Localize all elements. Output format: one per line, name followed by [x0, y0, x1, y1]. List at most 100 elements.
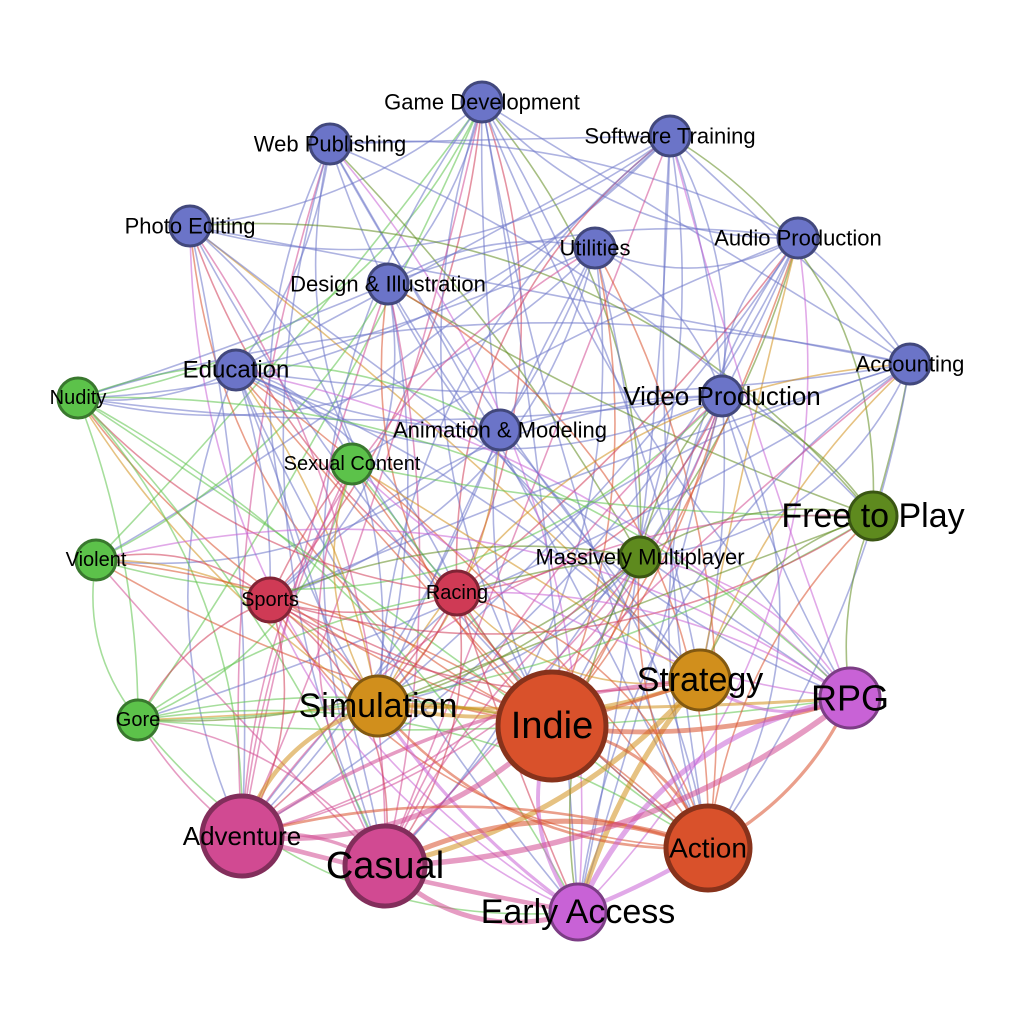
edge-gamedev-photo — [189, 101, 483, 227]
label-sexual: Sexual Content — [284, 453, 421, 475]
node-gamedev — [460, 80, 504, 124]
edge-video-nudity — [77, 395, 723, 421]
edge-nudity-gore — [77, 397, 139, 721]
edge-design-violent — [95, 283, 389, 561]
edge-nudity-early — [77, 397, 579, 913]
edge-strategy-casual — [384, 678, 702, 869]
edge-anim-nudity — [77, 363, 501, 431]
label-utilities: Utilities — [560, 236, 631, 261]
edge-racing-rpg — [456, 591, 851, 699]
node-education — [214, 348, 258, 392]
label-anim: Animation & Modeling — [393, 418, 607, 443]
label-design: Design & Illustration — [290, 272, 486, 297]
edge-video-anim — [499, 395, 723, 431]
edge-education-rpg — [235, 369, 851, 699]
edge-utilities-adventure — [241, 247, 596, 837]
edge-racing-action — [456, 592, 709, 849]
node-indie — [495, 669, 609, 783]
edge-design-f2p — [387, 283, 874, 517]
edge-f2p-mmo — [639, 508, 874, 558]
node-accounting — [888, 342, 932, 386]
edge-sexual-simulation — [333, 463, 379, 707]
edge-utilities-nudity — [77, 247, 596, 417]
node-violent — [74, 538, 118, 582]
edge-gore-mmo — [137, 556, 641, 722]
node-nudity — [56, 376, 100, 420]
node-mmo — [618, 535, 662, 579]
edge-f2p-action — [707, 515, 874, 849]
edge-anim-action — [499, 429, 709, 849]
node-webpub — [308, 122, 352, 166]
edge-nudity-racing — [77, 397, 458, 594]
label-mmo: Massively Multiplayer — [535, 545, 744, 570]
edge-education-video — [235, 369, 723, 450]
label-indie: Indie — [511, 705, 593, 747]
edge-softtrain-nudity — [77, 135, 671, 399]
node-gore — [116, 698, 160, 742]
edge-f2p-sports — [269, 515, 874, 635]
label-simulation: Simulation — [299, 687, 458, 725]
edge-sports-action — [269, 599, 709, 849]
edge-sports-strategy — [269, 599, 701, 693]
label-photo: Photo Editing — [125, 214, 256, 239]
node-f2p — [847, 490, 899, 542]
edge-sexual-adventure — [241, 463, 353, 837]
edge-audio-strategy — [699, 237, 799, 681]
edge-webpub-action — [329, 143, 709, 849]
edge-softtrain-f2p — [669, 135, 875, 517]
label-racing: Racing — [426, 582, 488, 604]
node-photo — [168, 204, 212, 248]
edge-sexual-rpg — [351, 463, 851, 699]
label-webpub: Web Publishing — [254, 132, 406, 157]
edge-photo-simulation — [189, 225, 384, 707]
edge-anim-adventure — [241, 429, 501, 837]
edge-mmo-simulation — [377, 556, 641, 707]
edge-education-strategy — [235, 369, 701, 681]
label-rpg: RPG — [811, 678, 889, 719]
edge-audio-adventure — [241, 237, 799, 837]
edge-mmo-adventure — [241, 556, 641, 837]
edge-accounting-simulation — [377, 363, 911, 707]
node-audio — [776, 216, 820, 260]
label-casual: Casual — [326, 845, 444, 887]
edge-rpg-early — [575, 695, 851, 914]
edge-simulation-early — [376, 705, 579, 914]
edge-video-action — [707, 395, 781, 849]
edge-education-sexual — [235, 369, 353, 465]
edge-webpub-early — [329, 143, 583, 913]
edge-gamedev-design — [387, 101, 483, 285]
edge-education-simulation — [235, 369, 379, 707]
edge-webpub-rpg — [329, 143, 851, 699]
node-anim — [478, 408, 522, 452]
edge-softtrain-simulation — [377, 135, 671, 707]
edge-f2p-simulation — [377, 515, 874, 707]
edge-photo-racing — [189, 225, 458, 594]
edge-education-action — [235, 369, 709, 849]
label-early: Early Access — [481, 893, 676, 931]
edge-gore-early — [137, 719, 579, 915]
edge-webpub-strategy — [329, 143, 701, 681]
edge-gamedev-audio — [481, 101, 799, 239]
edge-strategy-adventure — [241, 678, 701, 838]
edge-webpub-adventure — [237, 143, 331, 837]
label-f2p: Free to Play — [781, 497, 964, 535]
edge-sexual-strategy — [351, 463, 701, 681]
label-education: Education — [183, 357, 290, 384]
edge-softtrain-photo — [189, 135, 671, 251]
label-accounting: Accounting — [856, 352, 965, 377]
label-video: Video Production — [623, 381, 821, 411]
edge-gamedev-indie — [440, 101, 553, 727]
edge-webpub-education — [235, 143, 331, 371]
edge-education-adventure — [187, 369, 243, 837]
label-action: Action — [669, 833, 747, 864]
edge-webpub-simulation — [268, 143, 379, 707]
edge-accounting-casual — [384, 363, 911, 867]
edge-audio-simulation — [377, 237, 799, 707]
edge-gamedev-sports — [269, 101, 483, 601]
edge-gamedev-nudity — [77, 101, 483, 399]
label-softtrain: Software Training — [584, 124, 755, 149]
edge-accounting-nudity — [77, 322, 911, 399]
edge-gore-racing — [137, 592, 458, 721]
edge-f2p-adventure — [241, 514, 874, 837]
